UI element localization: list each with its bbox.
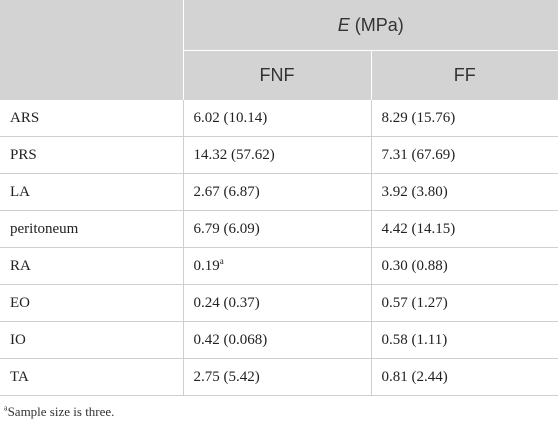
cell-fnf: 0.42 (0.068) bbox=[183, 321, 372, 359]
header-fnf: FNF bbox=[183, 50, 372, 100]
table-row: RA 0.19a 0.30 (0.88) bbox=[0, 247, 558, 285]
table-row: TA 2.75 (5.42) 0.81 (2.44) bbox=[0, 358, 558, 396]
cell-fnf-value: 14.32 (57.62) bbox=[193, 146, 275, 163]
row-label: LA bbox=[0, 173, 184, 211]
cell-fnf: 6.02 (10.14) bbox=[183, 100, 372, 137]
cell-fnf: 0.19a bbox=[183, 247, 372, 285]
table-row: IO 0.42 (0.068) 0.58 (1.11) bbox=[0, 321, 558, 359]
footnote-marker: a bbox=[219, 255, 224, 266]
cell-ff: 0.81 (2.44) bbox=[371, 358, 558, 396]
row-label: EO bbox=[0, 284, 184, 322]
cell-fnf-value: 0.24 (0.37) bbox=[193, 294, 260, 311]
table-row: EO 0.24 (0.37) 0.57 (1.27) bbox=[0, 284, 558, 322]
table-row: PRS 14.32 (57.62) 7.31 (67.69) bbox=[0, 136, 558, 174]
table-footnote: aSample size is three. bbox=[4, 404, 114, 420]
header-ff: FF bbox=[371, 50, 558, 100]
row-label: PRS bbox=[0, 136, 184, 174]
cell-ff: 0.30 (0.88) bbox=[371, 247, 558, 285]
data-table-container: E (MPa) FNF FF ARS 6.02 (10.14) 8.29 (15… bbox=[0, 0, 558, 396]
row-label: IO bbox=[0, 321, 184, 359]
row-label: TA bbox=[0, 358, 184, 396]
cell-fnf-value: 6.02 (10.14) bbox=[193, 109, 268, 126]
table-body: ARS 6.02 (10.14) 8.29 (15.76) PRS 14.32 … bbox=[0, 100, 558, 396]
cell-fnf-value: 0.19 bbox=[193, 257, 220, 274]
footnote-text: Sample size is three. bbox=[7, 404, 115, 419]
header-symbol: E bbox=[337, 14, 350, 35]
cell-ff: 8.29 (15.76) bbox=[371, 100, 558, 137]
cell-fnf: 0.24 (0.37) bbox=[183, 284, 372, 322]
header-unit: (MPa) bbox=[349, 14, 404, 35]
footnote-marker-label: a bbox=[4, 403, 8, 413]
cell-fnf: 2.67 (6.87) bbox=[183, 173, 372, 211]
cell-ff: 7.31 (67.69) bbox=[371, 136, 558, 174]
cell-fnf-value: 2.67 (6.87) bbox=[193, 183, 260, 200]
cell-ff: 3.92 (3.80) bbox=[371, 173, 558, 211]
header-modulus: E (MPa) bbox=[183, 0, 558, 51]
cell-fnf-value: 0.42 (0.068) bbox=[193, 331, 268, 348]
header-blank-cell bbox=[0, 0, 184, 100]
table-row: peritoneum 6.79 (6.09) 4.42 (14.15) bbox=[0, 210, 558, 248]
cell-fnf: 6.79 (6.09) bbox=[183, 210, 372, 248]
row-label: ARS bbox=[0, 100, 184, 137]
table-row: LA 2.67 (6.87) 3.92 (3.80) bbox=[0, 173, 558, 211]
cell-fnf-value: 6.79 (6.09) bbox=[193, 220, 260, 237]
row-label: RA bbox=[0, 247, 184, 285]
modulus-table: E (MPa) FNF FF ARS 6.02 (10.14) 8.29 (15… bbox=[0, 0, 558, 396]
cell-fnf: 14.32 (57.62) bbox=[183, 136, 372, 174]
cell-ff: 0.58 (1.11) bbox=[371, 321, 558, 359]
cell-fnf: 2.75 (5.42) bbox=[183, 358, 372, 396]
row-label: peritoneum bbox=[0, 210, 184, 248]
cell-ff: 0.57 (1.27) bbox=[371, 284, 558, 322]
table-row: ARS 6.02 (10.14) 8.29 (15.76) bbox=[0, 100, 558, 137]
cell-ff: 4.42 (14.15) bbox=[371, 210, 558, 248]
table-header: E (MPa) FNF FF bbox=[0, 0, 558, 100]
cell-fnf-value: 2.75 (5.42) bbox=[193, 368, 260, 385]
